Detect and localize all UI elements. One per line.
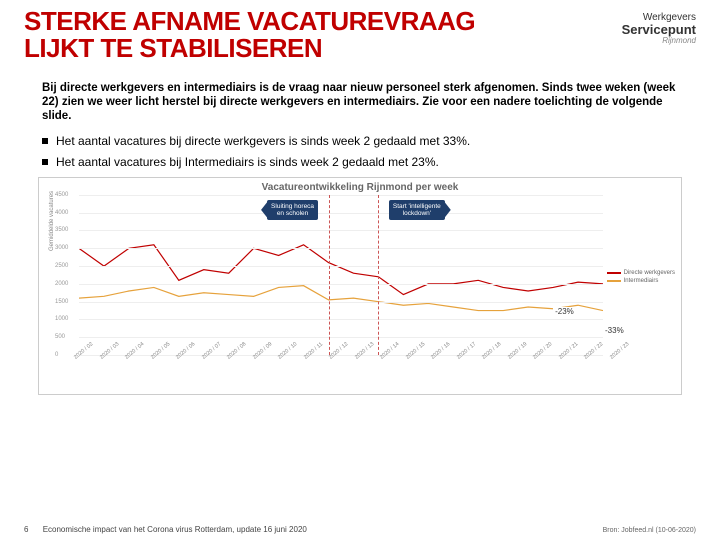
title-line1: STERKE AFNAME VACATUREVRAAG	[24, 8, 475, 35]
ytick: 4000	[55, 210, 68, 216]
grid-line	[79, 337, 603, 338]
legend-swatch-1	[607, 272, 621, 274]
ytick: 500	[55, 334, 65, 340]
legend-item-2: Intermediairs	[607, 278, 675, 284]
chart-title: Vacatureontwikkeling Rijnmond per week	[45, 182, 675, 193]
series-line	[79, 245, 603, 295]
grid-line	[79, 195, 603, 196]
xtick: 2020 / 23	[609, 341, 630, 360]
logo: Werkgevers Servicepunt Rijnmond	[622, 12, 696, 46]
chart-callout: Start 'intelligentelockdown'	[389, 200, 445, 220]
legend-item-1: Directe werkgevers	[607, 270, 675, 276]
ytick: 1000	[55, 316, 68, 322]
vertical-marker	[378, 195, 379, 355]
header: STERKE AFNAME VACATUREVRAAG LIJKT TE STA…	[24, 8, 696, 63]
chart-container: Vacatureontwikkeling Rijnmond per week G…	[38, 177, 682, 395]
bullet-2: Het aantal vacatures bij Intermediairs i…	[42, 155, 688, 171]
intro-text: Bij directe werkgevers en intermediairs …	[42, 81, 688, 124]
grid-line	[79, 213, 603, 214]
ytick: 2000	[55, 281, 68, 287]
grid-line	[79, 284, 603, 285]
ytick: 4500	[55, 192, 68, 198]
chart-callout: Sluiting horecaen scholen	[267, 200, 318, 220]
bullet-1: Het aantal vacatures bij directe werkgev…	[42, 134, 688, 150]
chart-xlabels: 2020 / 022020 / 032020 / 042020 / 052020…	[73, 356, 609, 382]
pct-label: -33%	[603, 326, 626, 335]
series-line	[79, 286, 603, 311]
chart-ylabel: Gemiddelde vacatures	[49, 191, 55, 251]
legend-label-2: Intermediairs	[624, 278, 659, 284]
footer-caption: Economische impact van het Corona virus …	[43, 525, 307, 534]
grid-line	[79, 248, 603, 249]
footer-left: 6 Economische impact van het Corona viru…	[24, 525, 307, 534]
footer-source: Bron: Jobfeed.nl (10-06-2020)	[603, 527, 696, 534]
logo-line2: Servicepunt	[622, 23, 696, 37]
pct-label: -23%	[553, 307, 576, 316]
legend-swatch-2	[607, 280, 621, 282]
grid-line	[79, 319, 603, 320]
chart-svg	[79, 195, 603, 355]
bullet-list: Het aantal vacatures bij directe werkgev…	[42, 134, 688, 171]
ytick: 3500	[55, 227, 68, 233]
chart-plot: Gemiddelde vacatures 0500100015002000250…	[79, 195, 603, 355]
vertical-marker	[329, 195, 330, 355]
ytick: 1500	[55, 299, 68, 305]
legend-label-1: Directe werkgevers	[624, 270, 675, 276]
chart-legend: Directe werkgevers Intermediairs	[607, 268, 675, 286]
page-number: 6	[24, 525, 28, 534]
grid-line	[79, 230, 603, 231]
grid-line	[79, 266, 603, 267]
page-title: STERKE AFNAME VACATUREVRAAG LIJKT TE STA…	[24, 8, 475, 63]
title-line2: LIJKT TE STABILISEREN	[24, 35, 475, 62]
footer: 6 Economische impact van het Corona viru…	[24, 525, 696, 534]
slide: STERKE AFNAME VACATUREVRAAG LIJKT TE STA…	[0, 0, 720, 540]
ytick: 0	[55, 352, 58, 358]
grid-line	[79, 302, 603, 303]
ytick: 3000	[55, 245, 68, 251]
logo-line3: Rijnmond	[622, 37, 696, 46]
ytick: 2500	[55, 263, 68, 269]
